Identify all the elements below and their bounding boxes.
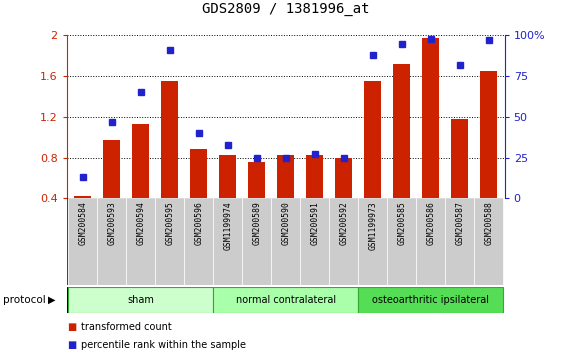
Bar (103, 140, 121, 198)
Text: sham: sham (127, 295, 154, 305)
Text: GSM200596: GSM200596 (194, 201, 203, 245)
Bar (387, 198, 416, 285)
Text: GSM200595: GSM200595 (165, 201, 174, 245)
Text: GSM200586: GSM200586 (426, 201, 435, 245)
Bar (358, 287, 503, 313)
Text: protocol: protocol (3, 295, 46, 305)
Bar (300, 198, 329, 285)
Text: GSM200593: GSM200593 (107, 201, 116, 245)
Text: GSM200585: GSM200585 (397, 201, 406, 245)
Bar (161, 81, 179, 198)
Bar (68, 287, 213, 313)
Text: osteoarthritic ipsilateral: osteoarthritic ipsilateral (372, 295, 489, 305)
Text: GSM1199973: GSM1199973 (368, 201, 377, 250)
Text: GSM200584: GSM200584 (78, 201, 87, 245)
Text: ▶: ▶ (48, 295, 56, 305)
Bar (364, 81, 381, 198)
Bar (219, 155, 237, 198)
Text: GSM200587: GSM200587 (455, 201, 464, 245)
Text: normal contralateral: normal contralateral (235, 295, 336, 305)
Bar (422, 39, 439, 198)
Bar (271, 198, 300, 285)
Bar (213, 198, 242, 285)
Text: GSM200592: GSM200592 (339, 201, 348, 245)
Bar (126, 198, 155, 285)
Bar (393, 64, 410, 198)
Text: GSM1199974: GSM1199974 (223, 201, 232, 250)
Bar (445, 198, 474, 285)
Text: GDS2809 / 1381996_at: GDS2809 / 1381996_at (202, 2, 369, 16)
Bar (480, 71, 497, 198)
Text: GSM200594: GSM200594 (136, 201, 145, 245)
Text: GSM200591: GSM200591 (310, 201, 319, 245)
Bar (248, 161, 266, 198)
Bar (213, 287, 358, 313)
Text: ■: ■ (67, 340, 76, 350)
Bar (74, 196, 92, 198)
Bar (416, 198, 445, 285)
Text: GSM200588: GSM200588 (484, 201, 493, 245)
Bar (335, 158, 352, 198)
Text: transformed count: transformed count (81, 322, 172, 332)
Bar (358, 198, 387, 285)
Bar (190, 149, 208, 198)
Text: GSM200589: GSM200589 (252, 201, 261, 245)
Text: percentile rank within the sample: percentile rank within the sample (81, 340, 246, 350)
Bar (329, 198, 358, 285)
Bar (97, 198, 126, 285)
Bar (155, 198, 184, 285)
Text: ■: ■ (67, 322, 76, 332)
Bar (132, 124, 150, 198)
Bar (451, 119, 468, 198)
Bar (242, 198, 271, 285)
Bar (68, 198, 97, 285)
Text: GSM200590: GSM200590 (281, 201, 290, 245)
Bar (184, 198, 213, 285)
Bar (277, 155, 295, 198)
Bar (474, 198, 503, 285)
Bar (306, 155, 324, 198)
